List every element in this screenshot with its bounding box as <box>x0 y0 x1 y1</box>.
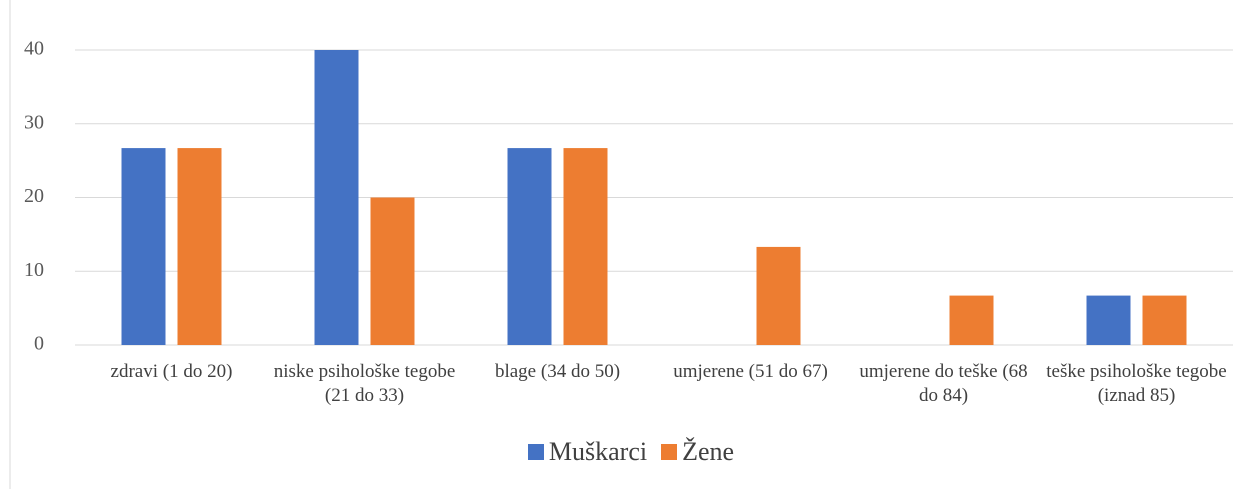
legend-label: Žene <box>682 437 735 466</box>
legend: Muškarci Žene <box>0 437 1248 467</box>
bar <box>563 148 608 345</box>
bar <box>1086 295 1131 345</box>
bar <box>756 246 801 345</box>
bar <box>1142 295 1187 345</box>
x-tick-label: blage (34 do 50) <box>494 361 621 382</box>
legend-swatch <box>527 444 544 460</box>
legend-label: Muškarci <box>548 437 648 466</box>
x-tick-label: niske psihološke tegobe (21 do 33) <box>273 361 456 406</box>
y-tick-label: 20 <box>24 185 44 207</box>
y-tick-label: 40 <box>24 38 44 60</box>
x-tick-label: umjerene do teške (68 do 84) <box>859 361 1028 406</box>
x-tick-label: zdravi (1 do 20) <box>110 361 233 382</box>
bar <box>121 148 166 345</box>
y-tick-label: 10 <box>24 259 44 281</box>
bar <box>507 148 552 345</box>
legend-swatch <box>661 444 678 460</box>
x-tick-label: teške psihološke tegobe (iznad 85) <box>1046 361 1227 406</box>
y-tick-label: 0 <box>34 333 44 355</box>
y-tick-label: 30 <box>24 111 44 133</box>
bar <box>370 197 415 345</box>
bar <box>314 50 359 345</box>
bar <box>949 295 994 345</box>
x-tick-label: umjerene (51 do 67) <box>673 361 828 382</box>
bar <box>177 148 222 345</box>
